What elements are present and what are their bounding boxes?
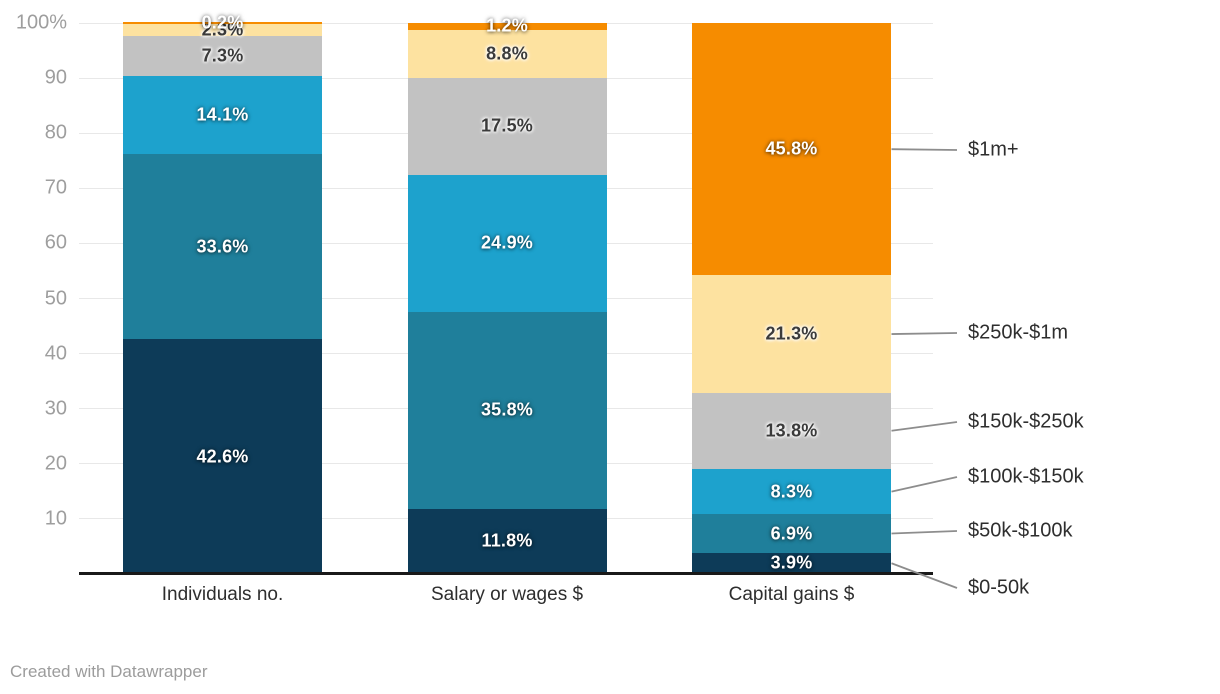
- bar-value-label: 6.9%: [770, 523, 813, 543]
- bar-segment[interactable]: [692, 552, 891, 574]
- bar-segment[interactable]: [123, 23, 322, 37]
- bar-value-label: 21.3%: [765, 323, 818, 344]
- bar-segment[interactable]: [407, 508, 607, 574]
- legend-label: $0-50k: [968, 576, 1030, 599]
- leader-line: [891, 421, 958, 432]
- bar-segment[interactable]: [692, 392, 891, 469]
- bar-value-label: 1.2%: [486, 15, 528, 36]
- bar-value-label: 24.9%: [480, 232, 534, 253]
- bar-value-label: 13.8%: [765, 420, 818, 441]
- bar-segment[interactable]: [407, 23, 607, 30]
- bar-value-label: 42.6%: [196, 446, 249, 467]
- bar-value-label: 3.9%: [770, 552, 813, 573]
- bar-segment[interactable]: [407, 29, 607, 79]
- y-tick-label: 20: [44, 452, 67, 475]
- y-tick-label: 60: [44, 231, 67, 254]
- leader-line: [891, 476, 958, 493]
- y-tick-label: 70: [44, 176, 67, 199]
- y-tick-label: 50: [44, 287, 67, 309]
- bar-segment[interactable]: [123, 154, 322, 340]
- bar-segment[interactable]: [123, 339, 322, 574]
- category-label: Salary or wages $: [430, 584, 584, 605]
- y-tick-label: 40: [44, 342, 67, 365]
- bar-value-label: 8.8%: [486, 43, 528, 64]
- datawrapper-credit-link[interactable]: Created with Datawrapper: [10, 662, 208, 681]
- category-label: Individuals no.: [161, 584, 284, 605]
- bar-segment[interactable]: [692, 468, 891, 515]
- bar-value-label: 33.6%: [196, 236, 249, 257]
- bar-segment[interactable]: [407, 174, 607, 312]
- legend-label: $50k-$100k: [968, 519, 1073, 542]
- bar-segment[interactable]: [692, 23, 891, 276]
- legend-label: $250k-$1m: [968, 321, 1069, 344]
- bar-value-label: 8.3%: [770, 481, 813, 502]
- bar-segment[interactable]: [692, 275, 891, 393]
- bar-value-label: 2.3%: [201, 19, 244, 40]
- bar-value-label: 45.8%: [765, 138, 818, 159]
- y-tick-label: 10: [44, 507, 67, 530]
- legend-label: $100k-$150k: [968, 465, 1084, 488]
- legend-label: $1m+: [968, 138, 1019, 161]
- leader-line: [891, 332, 958, 335]
- bar-value-label: 0.2%: [201, 12, 244, 33]
- x-axis-line: [79, 572, 933, 575]
- bar-segment[interactable]: [407, 311, 607, 509]
- bar-segment[interactable]: [692, 514, 891, 553]
- bar-segment[interactable]: [123, 76, 322, 155]
- leader-line: [891, 148, 958, 151]
- bar-value-label: 17.5%: [480, 115, 534, 136]
- bar-value-label: 11.8%: [481, 530, 533, 551]
- bar-value-label: 14.1%: [196, 104, 249, 125]
- bar-segment[interactable]: [123, 22, 322, 24]
- legend-label: $150k-$250k: [968, 410, 1084, 433]
- leader-line: [891, 562, 958, 589]
- bar-segment[interactable]: [407, 78, 607, 175]
- y-tick-label: 90: [44, 66, 67, 89]
- bar-value-label: 35.8%: [480, 399, 534, 420]
- bar-value-label: 7.3%: [201, 45, 244, 66]
- bar-segment[interactable]: [123, 36, 322, 77]
- leader-line: [891, 530, 958, 535]
- y-tick-label: 30: [44, 397, 67, 420]
- category-label: Capital gains $: [728, 584, 855, 605]
- y-tick-label: 80: [44, 121, 67, 144]
- y-tick-label: 100%: [15, 11, 67, 34]
